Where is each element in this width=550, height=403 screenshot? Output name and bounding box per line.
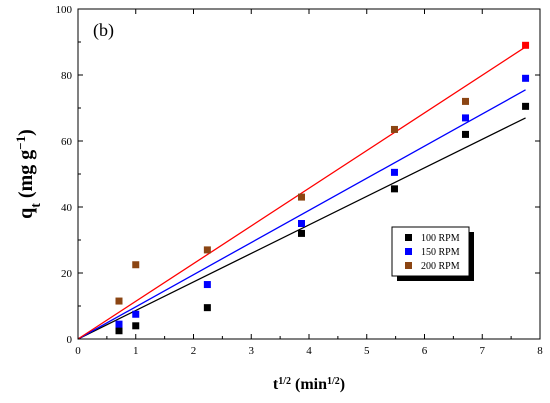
x-tick-label: 4 bbox=[306, 345, 312, 357]
x-tick-label: 1 bbox=[133, 345, 139, 357]
data-point bbox=[390, 168, 398, 176]
data-point bbox=[522, 41, 530, 49]
legend-marker bbox=[405, 248, 412, 255]
y-tick-label: 60 bbox=[61, 136, 73, 148]
data-point bbox=[297, 229, 305, 237]
data-point bbox=[297, 220, 305, 227]
legend: 100 RPM 150 RPM 200 RPM bbox=[391, 226, 474, 281]
data-point bbox=[115, 327, 123, 335]
data-points bbox=[115, 41, 530, 335]
panel-label: (b) bbox=[93, 20, 114, 41]
x-tick-label: 3 bbox=[249, 345, 255, 357]
x-tick-label: 7 bbox=[480, 345, 486, 357]
x-axis-title: t1/2 (min1/2) bbox=[273, 376, 345, 394]
x-tick-label: 8 bbox=[537, 345, 543, 357]
plot-frame bbox=[77, 8, 541, 340]
x-axis: 0 1 2 3 4 5 6 7 8 bbox=[75, 9, 543, 357]
y-tick-label: 100 bbox=[56, 4, 73, 16]
data-point bbox=[462, 114, 470, 122]
legend-items: 100 RPM 150 RPM 200 RPM bbox=[405, 233, 460, 272]
data-point bbox=[132, 261, 140, 269]
data-point bbox=[203, 304, 211, 312]
legend-label: 100 RPM bbox=[421, 233, 460, 244]
data-point bbox=[390, 125, 398, 133]
fit-line bbox=[77, 89, 526, 340]
y-tick-label: 80 bbox=[61, 70, 73, 82]
y-axis: 0 20 40 60 80 100 bbox=[56, 4, 540, 346]
y-tick-label: 40 bbox=[61, 202, 73, 214]
legend-marker bbox=[405, 234, 412, 241]
x-tick-label: 5 bbox=[364, 345, 370, 357]
y-tick-label: 20 bbox=[61, 268, 73, 280]
data-point bbox=[203, 246, 211, 254]
data-point bbox=[522, 102, 530, 110]
data-point bbox=[203, 281, 211, 289]
data-point bbox=[390, 185, 398, 193]
y-tick-label: 0 bbox=[67, 334, 73, 346]
x-tick-label: 2 bbox=[191, 345, 197, 357]
legend-marker bbox=[405, 262, 412, 269]
legend-label: 200 RPM bbox=[421, 261, 460, 272]
data-point bbox=[462, 130, 470, 138]
legend-label: 150 RPM bbox=[421, 247, 460, 258]
x-tick-label: 0 bbox=[75, 345, 81, 357]
data-point bbox=[462, 97, 470, 105]
y-axis-title: qt (mg g−1) bbox=[13, 129, 44, 219]
data-point bbox=[522, 74, 530, 82]
x-tick-label: 6 bbox=[422, 345, 428, 357]
data-point bbox=[297, 193, 305, 201]
fit-lines bbox=[77, 46, 526, 340]
data-point bbox=[132, 322, 140, 330]
legend-box bbox=[391, 226, 470, 277]
data-point bbox=[115, 297, 123, 305]
data-point bbox=[132, 310, 140, 318]
fit-line bbox=[77, 117, 526, 340]
data-point bbox=[115, 320, 123, 328]
fit-line bbox=[77, 46, 526, 340]
